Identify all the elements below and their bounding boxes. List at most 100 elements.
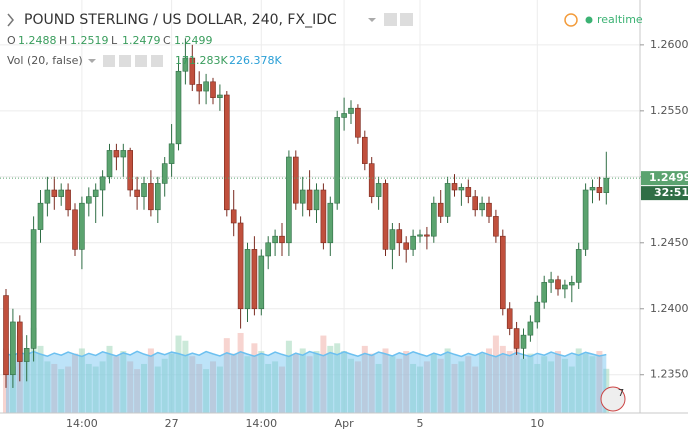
ohlc-key: H [59, 34, 67, 47]
candle-body [341, 113, 347, 118]
volume-bar [251, 343, 258, 413]
warning-icon[interactable] [564, 13, 578, 27]
volume-bar [175, 335, 182, 413]
ohlc-key: O [7, 34, 16, 47]
candle-body [196, 84, 202, 92]
volume-bar [375, 363, 382, 413]
candle-body [348, 107, 354, 114]
candle-body [99, 176, 106, 191]
ohlc-value: 1.2479 [122, 34, 161, 47]
volume-bar [520, 358, 527, 413]
settings-button[interactable] [119, 55, 131, 67]
volume-ma-area [6, 351, 607, 413]
close-button[interactable] [400, 13, 413, 26]
x-tick-label: 14:00 [245, 417, 277, 430]
volume-bar [120, 351, 127, 413]
close-button[interactable] [151, 55, 163, 67]
grid [0, 0, 640, 413]
volume-bar [541, 356, 548, 413]
candle-body [217, 94, 223, 98]
candle-body [148, 183, 154, 211]
volume-bar [561, 358, 568, 413]
volume-bar [465, 356, 472, 413]
candle-body [396, 229, 403, 244]
volume-bar [417, 366, 423, 413]
volume-bar [403, 351, 410, 413]
volume-bar [237, 332, 244, 413]
volume-bar [279, 366, 285, 413]
candle-body [355, 107, 361, 138]
candle-body [182, 57, 189, 72]
volume-bar [492, 335, 499, 413]
volume-bar [230, 353, 237, 413]
add-button[interactable] [135, 55, 147, 67]
volume-bar [58, 369, 65, 413]
candle-body [603, 177, 610, 193]
countdown-tag [641, 186, 688, 201]
candle-body [44, 189, 51, 204]
collapse-icon[interactable] [7, 13, 14, 27]
candle-body [437, 202, 444, 217]
volume-bar [444, 348, 451, 413]
candle-body [272, 235, 278, 244]
status: realtime [597, 13, 643, 26]
ohlc-key: C [163, 34, 171, 47]
candle-body [113, 150, 120, 158]
volume-bar [382, 348, 389, 413]
symbol-title[interactable]: POUND STERLING / US DOLLAR, 240, FX_IDC [24, 12, 337, 28]
candle-body [210, 81, 216, 98]
settings-button[interactable] [384, 13, 397, 26]
volume-bar [292, 353, 299, 413]
x-tick-label: 5 [417, 417, 424, 430]
volume-bar [258, 351, 265, 413]
price-tag-label: 1.2499 [649, 171, 688, 184]
volume-bar [327, 345, 334, 413]
candle-body [189, 57, 196, 85]
candle-body [265, 242, 272, 257]
badge-count: 7 [618, 388, 624, 399]
volume-bar [479, 353, 486, 413]
candle-body [292, 156, 299, 204]
candle-body [568, 282, 575, 286]
volume-bar [244, 356, 251, 413]
candle-body [596, 187, 603, 193]
candle-body [486, 202, 492, 217]
badge-circle[interactable] [600, 386, 626, 412]
candle-body [403, 242, 410, 250]
volume-bar [147, 348, 154, 413]
volume-bar [30, 327, 37, 413]
candle-body [306, 189, 313, 211]
x-tick-label: 27 [165, 417, 179, 430]
menu-arrow[interactable] [88, 59, 96, 63]
badge[interactable]: 7 [600, 386, 626, 412]
volume-bar [423, 361, 430, 413]
y-tick-label: 1.2350 [650, 368, 688, 381]
x-tick-label: Apr [335, 417, 355, 430]
candle-body [444, 183, 451, 217]
candle-body [155, 183, 161, 211]
volume-bar [499, 345, 506, 413]
candle-body [506, 308, 513, 329]
volume-bar [265, 363, 272, 413]
x-tick-label: 10 [530, 417, 544, 430]
candle-body [575, 249, 582, 283]
ohlc-legend: O 1.2488 H 1.2519 L 1.2479 C 1.2499 [7, 34, 213, 47]
candle-body [320, 189, 327, 244]
candle-body [279, 235, 285, 244]
candle-body [458, 187, 465, 191]
volume-bar [389, 356, 396, 413]
candle-body [10, 321, 16, 376]
menu-arrow[interactable] [368, 18, 376, 22]
volume-bar [272, 361, 279, 413]
volume-pane [3, 327, 610, 413]
volume-bar [320, 335, 327, 413]
candle-body [203, 81, 209, 92]
candle-body [37, 202, 44, 230]
candle-body [375, 183, 382, 197]
candle-body [168, 143, 175, 164]
candle-body [16, 321, 23, 362]
volume-bar [154, 366, 161, 413]
eye-button[interactable] [103, 55, 115, 67]
candle-body [499, 235, 506, 310]
